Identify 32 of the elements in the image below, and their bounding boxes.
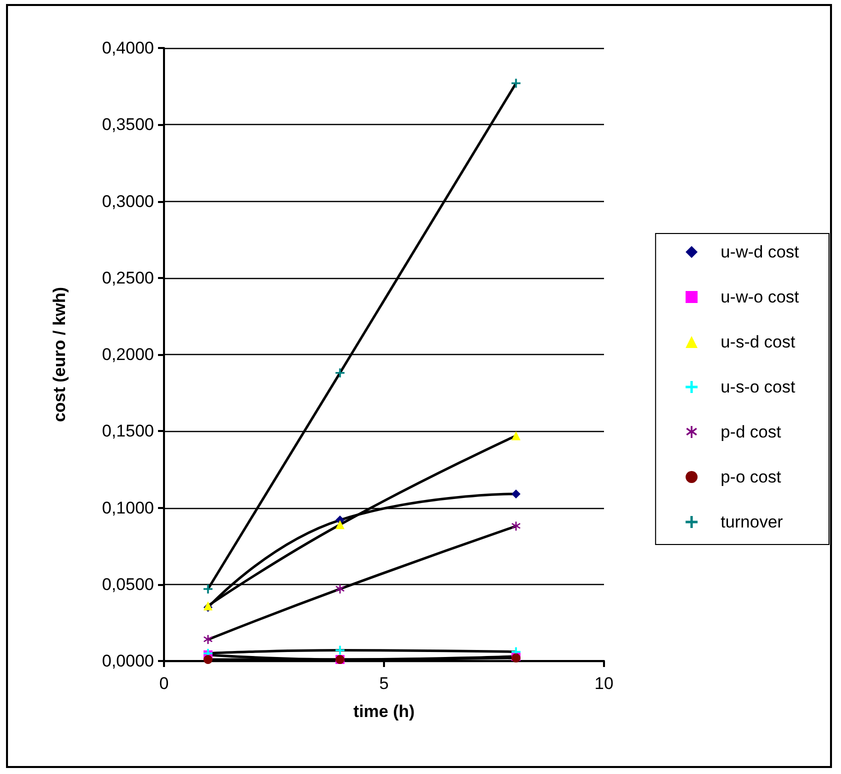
- point: [336, 520, 344, 530]
- x-axis-title: time (h): [353, 702, 415, 721]
- point: [336, 368, 344, 378]
- legend-label: p-d cost: [720, 422, 782, 442]
- legend-label: turnover: [720, 512, 784, 532]
- y-tick-label: 0,3000: [102, 192, 154, 211]
- y-tick-label: 0,4000: [102, 38, 154, 58]
- y-tick-label: 0,2500: [102, 268, 154, 288]
- legend-label: u-w-d cost: [720, 242, 800, 262]
- y-tick-label: 0,0500: [102, 574, 154, 594]
- legend-label: u-s-o cost: [720, 378, 796, 396]
- y-tick-label: 0,2000: [102, 345, 154, 364]
- legend-label: u-s-d cost: [720, 332, 796, 352]
- y-tick-label: 0,3500: [102, 115, 154, 134]
- x-tick-label: 10: [594, 674, 614, 693]
- y-axis-title: cost (euro / kwh): [50, 286, 69, 422]
- legend-label: u-w-o cost: [720, 288, 800, 306]
- point: [512, 431, 520, 440]
- y-tick-label: 0,0000: [102, 652, 154, 670]
- point: [512, 522, 520, 531]
- x-tick-label: 5: [379, 674, 389, 693]
- y-tick-label: 0,1500: [102, 422, 154, 441]
- point: [336, 584, 344, 594]
- point: [512, 489, 520, 498]
- x-tick-label: 0: [159, 674, 169, 693]
- point: [336, 646, 344, 655]
- point: [204, 635, 212, 644]
- y-tick-label: 0,1000: [102, 498, 154, 518]
- point: [512, 78, 520, 88]
- point: [204, 584, 212, 594]
- legend-label: p-o cost: [720, 468, 782, 486]
- point: [204, 654, 212, 664]
